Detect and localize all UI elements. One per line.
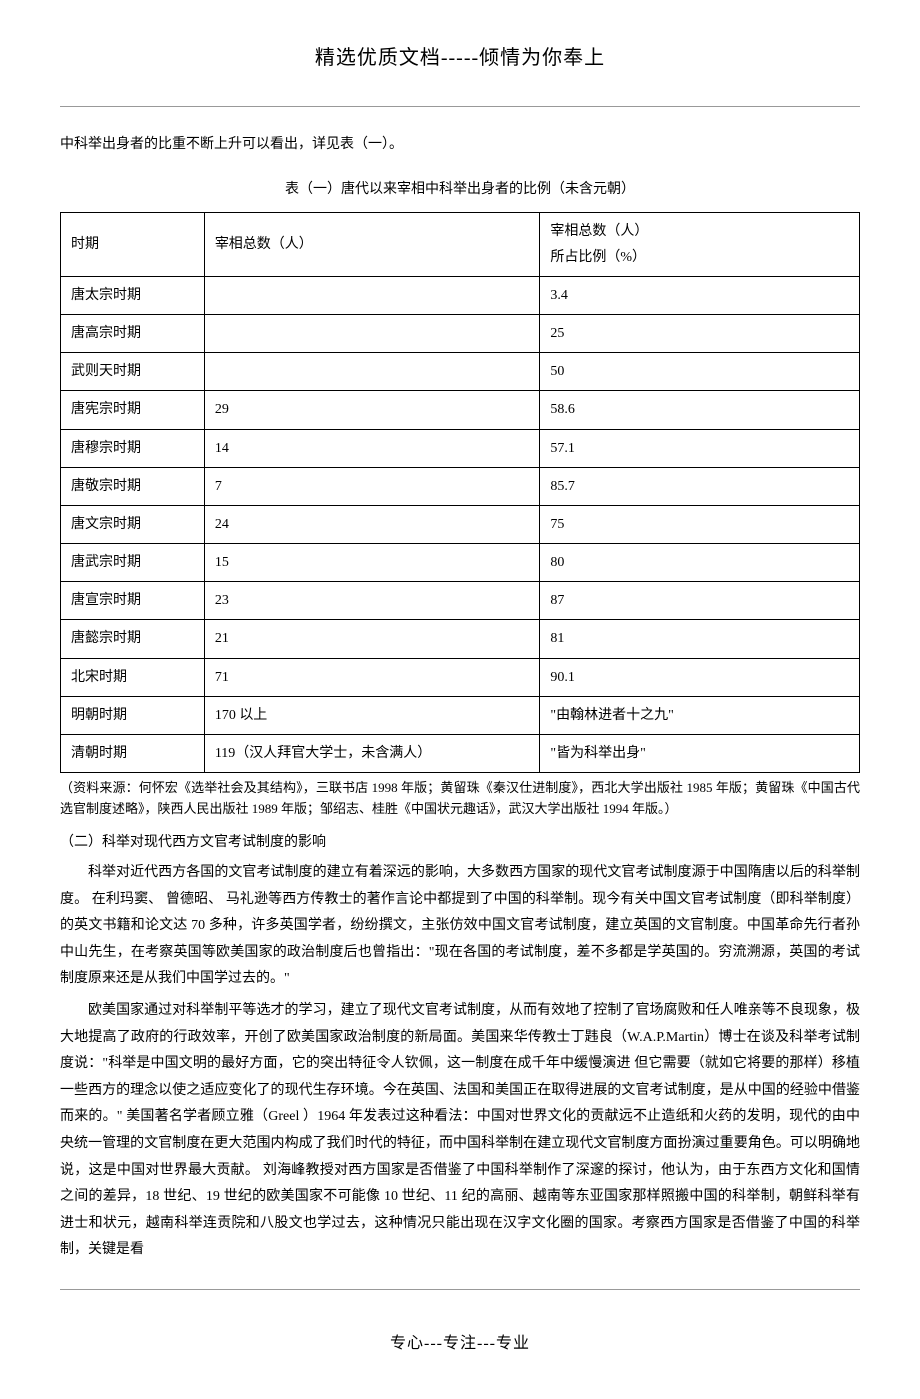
cell-period: 唐太宗时期 <box>61 276 205 314</box>
cell-period: 武则天时期 <box>61 353 205 391</box>
cell-total: 29 <box>204 391 540 429</box>
cell-total <box>204 314 540 352</box>
cell-total: 119（汉人拜官大学士，未含满人） <box>204 735 540 773</box>
table-row: 明朝时期170 以上"由翰林进者十之九" <box>61 696 860 734</box>
cell-total <box>204 353 540 391</box>
table-header-row: 时期 宰相总数（人） 宰相总数（人） 所占比例（%） <box>61 213 860 276</box>
table-caption: 表（一）唐代以来宰相中科举出身者的比例（未含元朝） <box>60 177 860 202</box>
cell-ratio: "由翰林进者十之九" <box>540 696 860 734</box>
header-ratio: 宰相总数（人） 所占比例（%） <box>540 213 860 276</box>
header-ratio-line2: 所占比例（%） <box>550 250 646 265</box>
table-row: 唐武宗时期1580 <box>61 544 860 582</box>
top-divider <box>60 106 860 107</box>
cell-period: 清朝时期 <box>61 735 205 773</box>
section2-heading: （二）科举对现代西方文官考试制度的影响 <box>60 830 860 855</box>
header-ratio-line1: 宰相总数（人） <box>550 224 648 239</box>
page-header-title: 精选优质文档-----倾情为你奉上 <box>60 40 860 76</box>
table-row: 武则天时期 50 <box>61 353 860 391</box>
cell-total: 71 <box>204 658 540 696</box>
cell-total: 7 <box>204 467 540 505</box>
section2-para2: 欧美国家通过对科举制平等选才的学习，建立了现代文官考试制度，从而有效地了控制了官… <box>60 998 860 1264</box>
cell-period: 唐穆宗时期 <box>61 429 205 467</box>
cell-period: 唐武宗时期 <box>61 544 205 582</box>
table-row: 唐穆宗时期1457.1 <box>61 429 860 467</box>
cell-ratio: 85.7 <box>540 467 860 505</box>
cell-total: 24 <box>204 505 540 543</box>
cell-ratio: 87 <box>540 582 860 620</box>
cell-period: 明朝时期 <box>61 696 205 734</box>
cell-total: 15 <box>204 544 540 582</box>
cell-period: 唐文宗时期 <box>61 505 205 543</box>
cell-period: 唐懿宗时期 <box>61 620 205 658</box>
table-row: 唐宣宗时期2387 <box>61 582 860 620</box>
table-row: 唐敬宗时期785.7 <box>61 467 860 505</box>
cell-ratio: 57.1 <box>540 429 860 467</box>
bottom-divider <box>60 1289 860 1290</box>
header-period: 时期 <box>61 213 205 276</box>
cell-ratio: 25 <box>540 314 860 352</box>
cell-ratio: 3.4 <box>540 276 860 314</box>
cell-period: 唐宣宗时期 <box>61 582 205 620</box>
table-row: 北宋时期7190.1 <box>61 658 860 696</box>
table-row: 唐太宗时期 3.4 <box>61 276 860 314</box>
cell-period: 唐高宗时期 <box>61 314 205 352</box>
cell-ratio: 58.6 <box>540 391 860 429</box>
cell-ratio: 80 <box>540 544 860 582</box>
cell-ratio: 90.1 <box>540 658 860 696</box>
table-row: 清朝时期119（汉人拜官大学士，未含满人）"皆为科举出身" <box>61 735 860 773</box>
cell-total: 170 以上 <box>204 696 540 734</box>
source-note: （资料来源：何怀宏《选举社会及其结构》，三联书店 1998 年版；黄留珠《秦汉仕… <box>60 778 860 820</box>
section2-para1: 科举对近代西方各国的文官考试制度的建立有着深远的影响，大多数西方国家的现代文官考… <box>60 860 860 993</box>
cell-ratio: 81 <box>540 620 860 658</box>
intro-text: 中科举出身者的比重不断上升可以看出，详见表（一）。 <box>60 132 860 157</box>
header-total: 宰相总数（人） <box>204 213 540 276</box>
cell-total: 14 <box>204 429 540 467</box>
cell-period: 北宋时期 <box>61 658 205 696</box>
cell-ratio: "皆为科举出身" <box>540 735 860 773</box>
table-row: 唐懿宗时期2181 <box>61 620 860 658</box>
page-footer-text: 专心---专注---专业 <box>60 1330 860 1359</box>
cell-period: 唐敬宗时期 <box>61 467 205 505</box>
ratio-table: 时期 宰相总数（人） 宰相总数（人） 所占比例（%） 唐太宗时期3.4唐高宗时期… <box>60 212 860 773</box>
cell-ratio: 75 <box>540 505 860 543</box>
table-row: 唐文宗时期2475 <box>61 505 860 543</box>
cell-total: 21 <box>204 620 540 658</box>
cell-ratio: 50 <box>540 353 860 391</box>
cell-total <box>204 276 540 314</box>
table-row: 唐宪宗时期2958.6 <box>61 391 860 429</box>
table-row: 唐高宗时期 25 <box>61 314 860 352</box>
cell-period: 唐宪宗时期 <box>61 391 205 429</box>
cell-total: 23 <box>204 582 540 620</box>
